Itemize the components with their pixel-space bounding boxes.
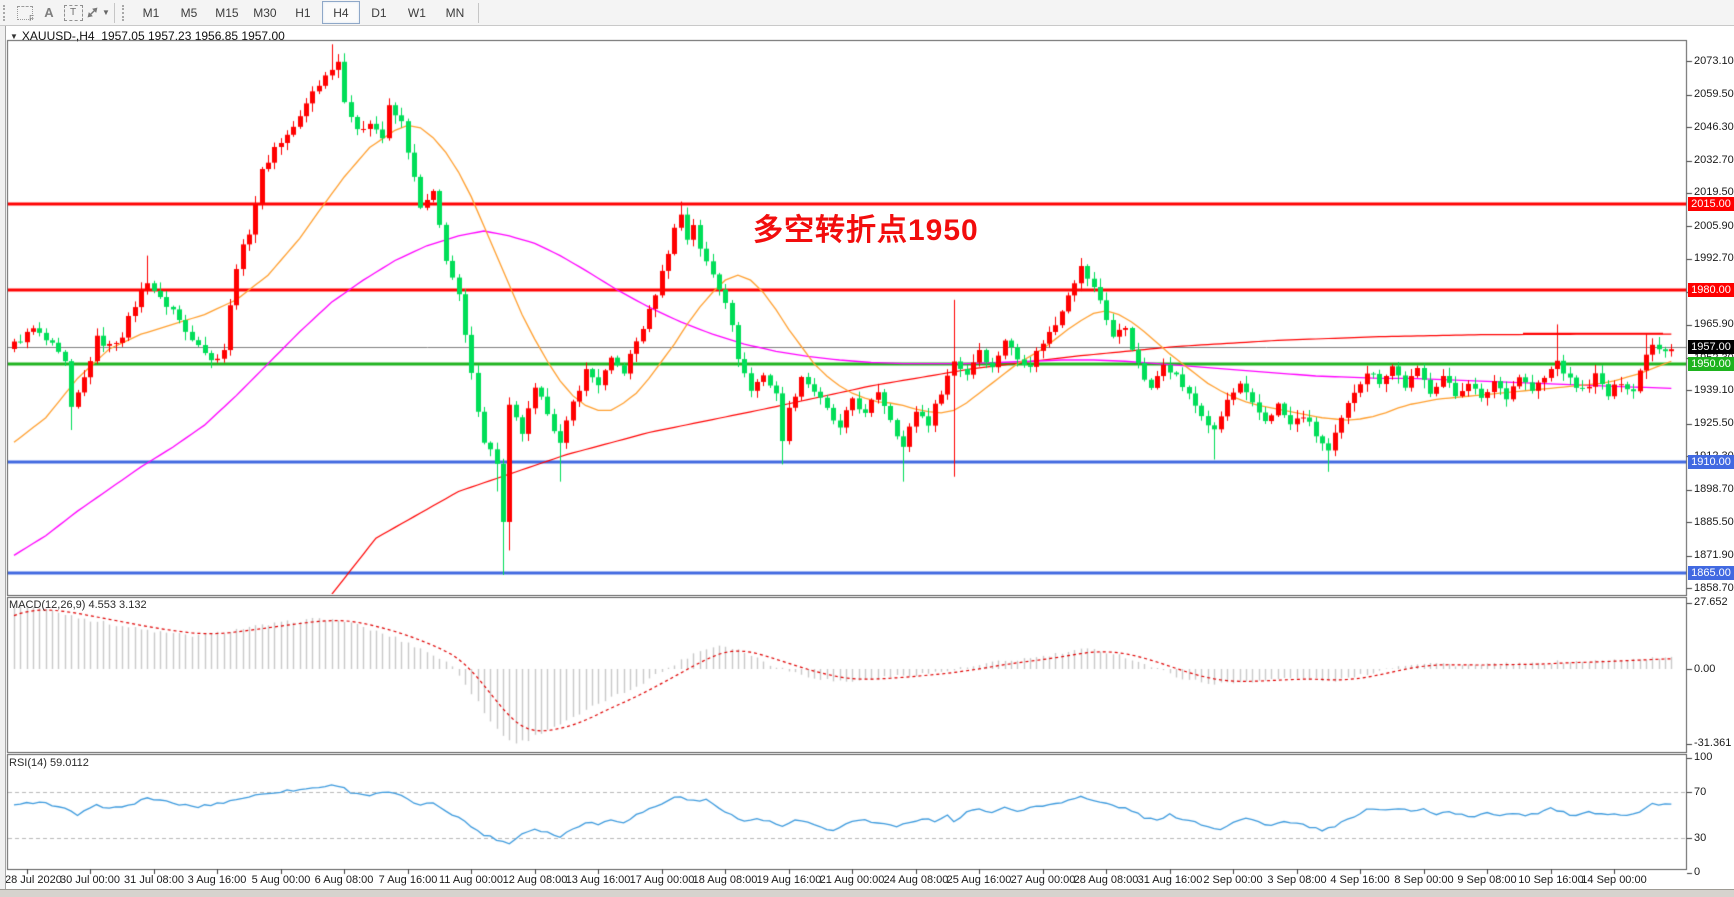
toolbar-separator <box>113 2 115 23</box>
time-axis-label: 25 Aug 16:00 <box>946 874 1012 886</box>
timeframe-button-h4[interactable]: H4 <box>321 1 360 24</box>
timeframe-button-m30[interactable]: M30 <box>253 5 277 20</box>
toolbar-separator <box>477 2 479 23</box>
price-axis-tick: 2005.90 <box>1694 220 1734 232</box>
time-axis-label: 21 Aug 00:00 <box>819 874 885 886</box>
price-axis-tick: 1858.70 <box>1694 582 1734 594</box>
time-axis-label: 30 Jul 00:00 <box>60 874 120 886</box>
price-axis-tick: 1965.90 <box>1694 318 1734 330</box>
chevron-down-icon[interactable]: ▼ <box>10 32 18 41</box>
cycle-arrows-icon[interactable]: ▼ <box>85 2 110 23</box>
timeframe-button-w1[interactable]: W1 <box>407 5 426 20</box>
time-axis-label: 11 Aug 00:00 <box>438 874 504 886</box>
time-axis-label: 19 Aug 16:00 <box>756 874 822 886</box>
dropdown-caret-icon[interactable]: ▼ <box>102 8 110 17</box>
time-axis-label: 31 Jul 08:00 <box>124 874 184 886</box>
macd-indicator-label: MACD(12,26,9) 4.553 3.132 <box>9 599 147 611</box>
level-price-badge: 1865.00 <box>1688 566 1734 580</box>
timeframe-button-m15[interactable]: M15 <box>215 5 239 20</box>
timeframe-button-m1[interactable]: M1 <box>142 5 160 20</box>
chart-title: ▼ XAUUSD-,H4 1957.05 1957.23 1956.85 1957… <box>10 29 285 43</box>
time-axis-label: 9 Sep 08:00 <box>1457 874 1517 886</box>
price-axis-tick: 1925.50 <box>1694 417 1734 429</box>
time-axis-label: 10 Sep 16:00 <box>1518 874 1584 886</box>
time-axis-label: 6 Aug 08:00 <box>314 874 374 886</box>
time-axis-label: 7 Aug 16:00 <box>378 874 438 886</box>
rsi-indicator-label: RSI(14) 59.0112 <box>9 757 89 769</box>
textbox-icon[interactable]: T <box>61 2 85 23</box>
timeframe-button-h1[interactable]: H1 <box>295 5 311 20</box>
time-axis-label: 17 Aug 00:00 <box>629 874 695 886</box>
price-axis-tick: 1939.10 <box>1694 384 1734 396</box>
rsi-axis-tick: 0 <box>1694 866 1701 878</box>
price-axis-tick: 2046.30 <box>1694 121 1734 133</box>
grid-f-icon[interactable]: F <box>13 2 37 23</box>
price-axis-tick: 1871.90 <box>1694 549 1734 561</box>
symbol-period-label: XAUUSD-,H4 <box>21 29 95 43</box>
ohlc-values: 1957.05 1957.23 1956.85 1957.00 <box>101 29 285 43</box>
rsi-axis-tick: 100 <box>1694 751 1713 763</box>
time-axis-label: 8 Sep 00:00 <box>1394 874 1454 886</box>
time-axis-label: 31 Aug 16:00 <box>1137 874 1203 886</box>
time-axis-label: 3 Sep 08:00 <box>1267 874 1327 886</box>
macd-axis-tick: -31.361 <box>1694 737 1732 749</box>
current-price-badge: 1957.00 <box>1688 340 1734 354</box>
toolbar: F A T ▼ M1 M5 M15 M30 H1 H4 D1 W1 MN <box>0 0 1734 26</box>
time-axis-label: 18 Aug 08:00 <box>692 874 758 886</box>
toolbar-grip[interactable] <box>121 4 127 21</box>
price-axis-tick: 2032.70 <box>1694 154 1734 166</box>
time-axis-label: 12 Aug 08:00 <box>502 874 568 886</box>
toolbar-grip[interactable] <box>3 4 8 21</box>
price-axis-tick: 2019.50 <box>1694 186 1734 198</box>
price-axis-tick: 1992.70 <box>1694 252 1734 264</box>
time-axis-label: 28 Aug 08:00 <box>1073 874 1139 886</box>
time-axis-label: 28 Jul 2020 <box>5 874 62 886</box>
level-price-badge: 1950.00 <box>1688 357 1734 371</box>
timeframe-button-mn[interactable]: MN <box>445 5 465 20</box>
price-axis-tick: 1898.70 <box>1694 483 1734 495</box>
time-axis-label: 4 Sep 16:00 <box>1330 874 1390 886</box>
level-price-badge: 2015.00 <box>1688 197 1734 211</box>
window-left-edge <box>0 25 6 897</box>
timeframe-button-d1[interactable]: D1 <box>371 5 387 20</box>
time-axis-label: 14 Sep 00:00 <box>1581 874 1647 886</box>
label-a-icon[interactable]: A <box>44 5 54 20</box>
macd-axis-tick: 0.00 <box>1694 663 1716 675</box>
timeframe-group: M1 M5 M15 M30 H1 H4 D1 W1 MN <box>132 1 474 24</box>
rsi-axis-tick: 70 <box>1694 786 1707 798</box>
rsi-axis-tick: 30 <box>1694 832 1707 844</box>
price-axis-tick: 2059.50 <box>1694 88 1734 100</box>
price-axis-tick: 2073.10 <box>1694 55 1734 67</box>
level-price-badge: 1980.00 <box>1688 283 1734 297</box>
chart-annotation-text: 多空转折点1950 <box>753 214 979 247</box>
time-axis-label: 3 Aug 16:00 <box>187 874 247 886</box>
window-bottom-strip <box>0 889 1734 897</box>
macd-axis-tick: 27.652 <box>1694 596 1728 608</box>
time-axis-label: 2 Sep 00:00 <box>1203 874 1263 886</box>
time-axis-label: 13 Aug 16:00 <box>565 874 631 886</box>
level-price-badge: 1910.00 <box>1688 455 1734 469</box>
timeframe-button-m5[interactable]: M5 <box>180 5 198 20</box>
time-axis-label: 27 Aug 00:00 <box>1010 874 1076 886</box>
time-axis-label: 5 Aug 00:00 <box>251 874 311 886</box>
time-axis-label: 24 Aug 08:00 <box>883 874 949 886</box>
price-axis-tick: 1885.50 <box>1694 516 1734 528</box>
